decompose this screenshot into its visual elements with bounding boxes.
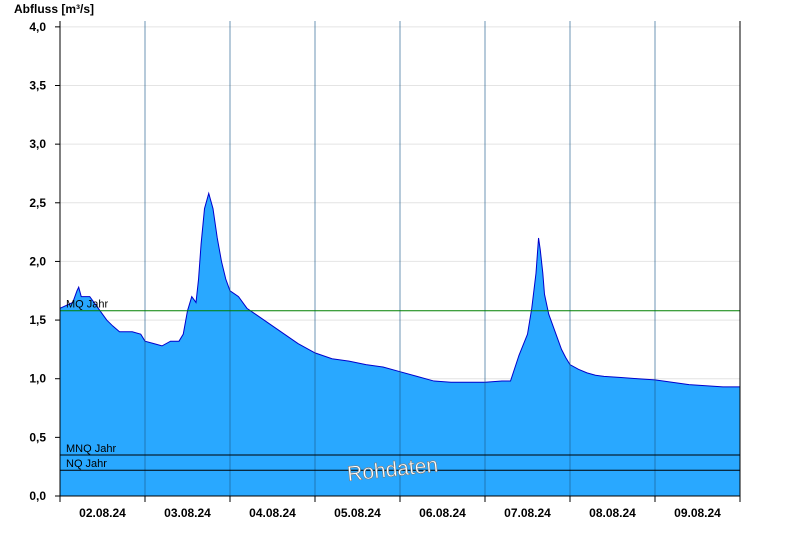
ref-label-1: MNQ Jahr	[66, 443, 116, 455]
y-tick-label-2: 1,0	[29, 372, 46, 386]
y-tick-label-6: 3,0	[29, 137, 46, 151]
y-tick-label-4: 2,0	[29, 254, 46, 268]
y-tick-label-8: 4,0	[29, 20, 46, 34]
y-axis-ticks: 0,0 0,5 1,0 1,5 2,0 2,5 3,0 3,5 4,0	[29, 20, 60, 503]
y-tick-label-5: 2,5	[29, 196, 46, 210]
x-tick-label-2: 04.08.24	[249, 506, 296, 520]
reference-lines: MQ Jahr MNQ Jahr NQ Jahr	[60, 299, 740, 471]
ref-label-0: MQ Jahr	[66, 299, 109, 311]
ref-label-2: NQ Jahr	[66, 458, 107, 470]
x-tick-label-7: 09.08.24	[674, 506, 721, 520]
x-tick-label-6: 08.08.24	[589, 506, 636, 520]
x-tick-label-1: 03.08.24	[164, 506, 211, 520]
day-boundaries	[144, 21, 656, 496]
y-tick-label-3: 1,5	[29, 313, 46, 327]
y-tick-label-1: 0,5	[29, 430, 46, 444]
y-axis-label: Abfluss [m³/s]	[14, 2, 94, 16]
x-tick-label-0: 02.08.24	[79, 506, 126, 520]
x-tick-label-4: 06.08.24	[419, 506, 466, 520]
y-tick-label-0: 0,0	[29, 489, 46, 503]
x-tick-label-5: 07.08.24	[504, 506, 551, 520]
x-tick-label-3: 05.08.24	[334, 506, 381, 520]
y-tick-label-7: 3,5	[29, 79, 46, 93]
x-axis-ticks: 02.08.24 03.08.24 04.08.24 05.08.24 06.08.24…	[59, 496, 741, 520]
